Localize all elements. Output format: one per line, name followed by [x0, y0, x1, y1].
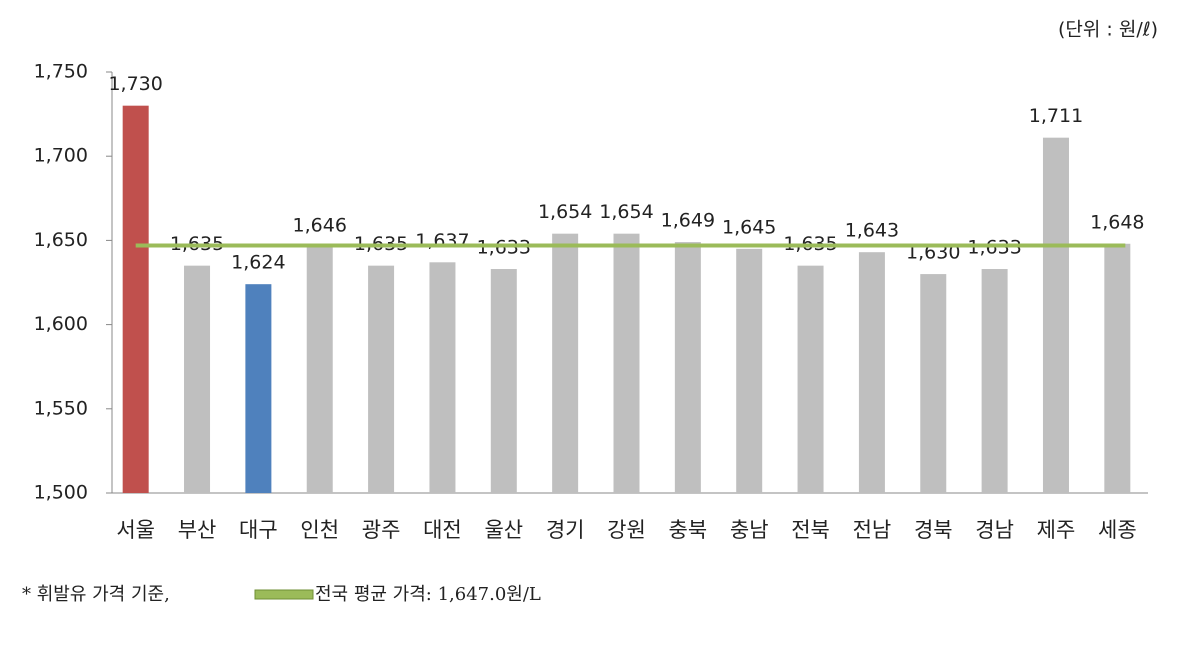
data-label: 1,648	[1090, 211, 1144, 233]
x-tick-label: 충북	[669, 518, 708, 542]
bar	[245, 284, 272, 493]
data-label: 1,643	[845, 220, 899, 242]
x-tick-label: 강원	[607, 518, 646, 542]
x-tick-label: 울산	[484, 518, 523, 542]
data-label: 1,633	[967, 237, 1021, 259]
x-tick-label: 경기	[546, 518, 585, 542]
y-tick-label: 1,550	[34, 397, 88, 419]
bar	[184, 265, 211, 493]
bar	[736, 248, 763, 493]
data-label: 1,624	[231, 252, 285, 274]
bar	[306, 247, 333, 493]
unit-label: (단위 : 원/ℓ)	[1058, 19, 1158, 41]
bar	[1042, 137, 1069, 493]
bar	[797, 265, 824, 493]
legend-swatch	[254, 589, 314, 600]
data-label: 1,654	[538, 201, 592, 223]
x-tick-label: 대전	[423, 518, 462, 542]
y-tick-label: 1,650	[34, 229, 88, 251]
data-label: 1,645	[722, 216, 776, 238]
x-tick-label: 대구	[239, 518, 278, 542]
bar	[920, 274, 947, 493]
x-tick-label: 광주	[362, 518, 401, 542]
bar	[490, 269, 517, 493]
bar	[674, 242, 701, 493]
data-label: 1,649	[661, 210, 715, 232]
data-label: 1,730	[108, 73, 162, 95]
data-label: 1,654	[599, 201, 653, 223]
bar	[858, 252, 885, 493]
y-tick-label: 1,600	[34, 313, 88, 335]
bar	[368, 265, 395, 493]
bar	[613, 233, 640, 493]
bar	[429, 262, 456, 493]
x-tick-label: 제주	[1037, 518, 1076, 542]
x-tick-label: 서울	[116, 518, 155, 542]
x-tick-label: 인천	[300, 518, 339, 542]
x-tick-label: 부산	[178, 518, 217, 542]
x-tick-label: 전북	[791, 518, 830, 542]
x-tick-label: 경북	[914, 518, 953, 542]
y-tick-label: 1,750	[34, 61, 88, 83]
y-tick-label: 1,700	[34, 145, 88, 167]
data-label: 1,711	[1029, 105, 1083, 127]
legend-label: 전국 평균 가격: 1,647.0원/L	[315, 584, 541, 605]
x-tick-label: 경남	[975, 518, 1014, 542]
data-label: 1,637	[415, 230, 469, 252]
bar	[981, 269, 1008, 493]
data-label: 1,646	[293, 215, 347, 237]
bar	[1104, 243, 1131, 493]
bar	[552, 233, 579, 493]
footnote: * 휘발유 가격 기준,	[22, 584, 170, 605]
x-tick-label: 세종	[1098, 518, 1137, 542]
x-tick-label: 충남	[730, 518, 769, 542]
x-tick-label: 전남	[853, 518, 892, 542]
y-tick-label: 1,500	[34, 482, 88, 504]
data-label: 1,633	[477, 237, 531, 259]
bar	[122, 105, 149, 494]
